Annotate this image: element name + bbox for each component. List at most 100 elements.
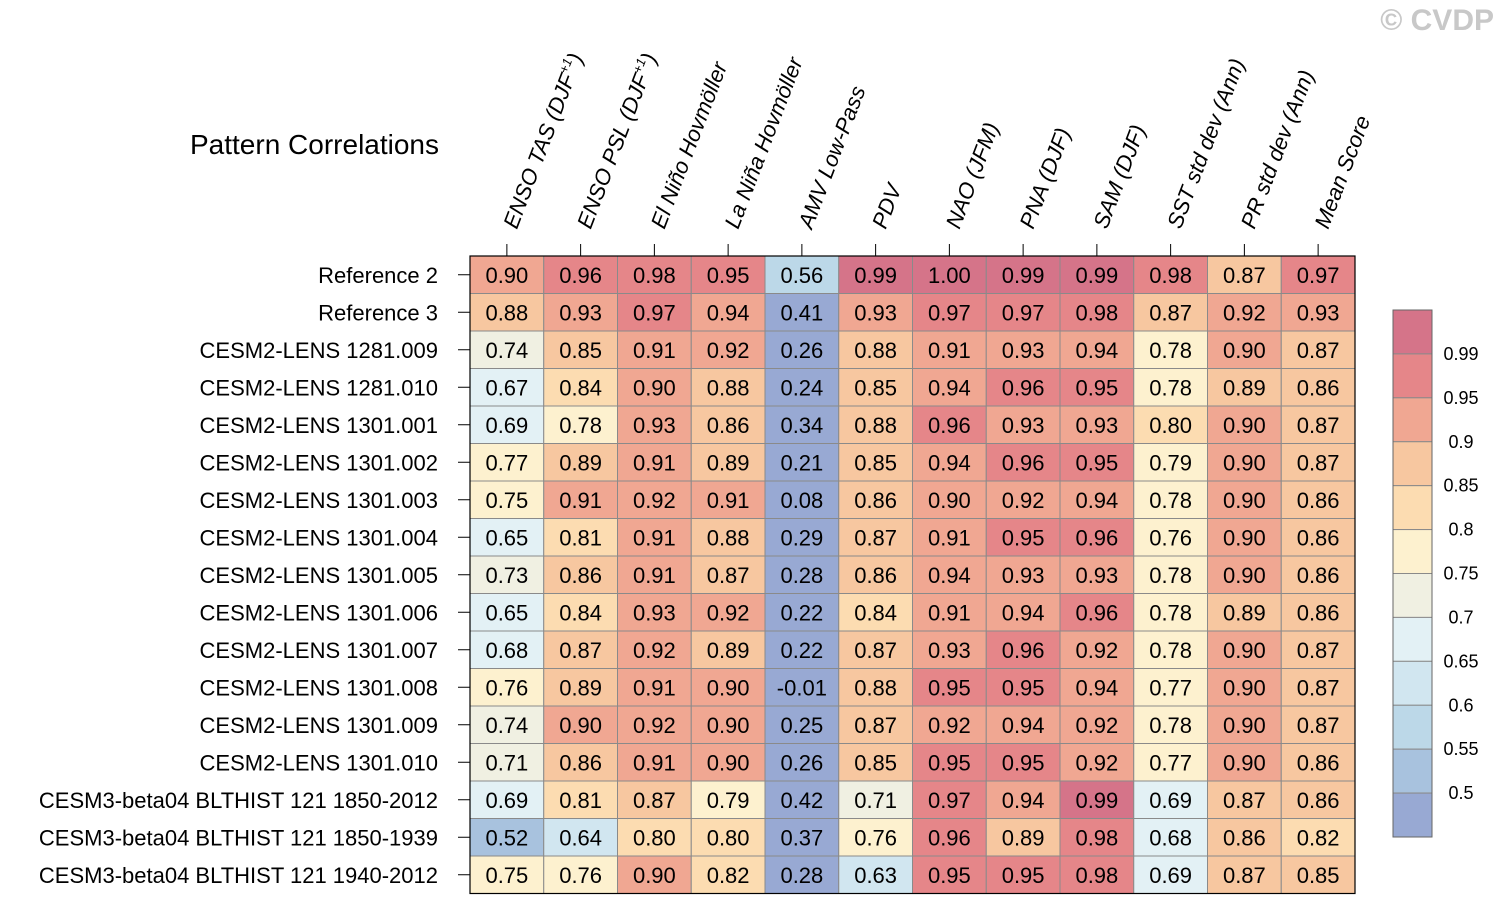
colorbar-bin	[1392, 792, 1433, 838]
cell-value: 0.95	[928, 675, 971, 700]
heatmap-cell	[543, 330, 618, 369]
heatmap-cell	[690, 743, 766, 782]
cell-value: 0.56	[780, 263, 823, 288]
heatmap-cell	[617, 518, 692, 557]
cell-value: 0.87	[1297, 338, 1340, 363]
cell-value: 0.95	[1002, 863, 1045, 888]
cell-value: 0.76	[854, 825, 897, 850]
cell-value: 0.96	[559, 263, 602, 288]
cell-value: 0.25	[780, 713, 823, 738]
cell-value: 0.73	[485, 563, 528, 588]
cell-value: 0.90	[1223, 338, 1266, 363]
heatmap-cell	[1207, 818, 1282, 857]
cell-value: 0.86	[854, 488, 897, 513]
cell-value: -0.01	[777, 675, 827, 700]
cell-value: 0.98	[1075, 300, 1118, 325]
column-label: SST std dev (Ann)	[1162, 55, 1250, 232]
cell-value: 0.87	[707, 563, 750, 588]
colorbar-bin	[1392, 397, 1433, 443]
heatmap-cell	[1059, 443, 1135, 482]
cell-value: 0.92	[707, 600, 750, 625]
cell-value: 0.93	[1002, 563, 1045, 588]
cell-value: 0.22	[780, 638, 823, 663]
cell-value: 0.28	[780, 563, 823, 588]
heatmap-cell	[912, 705, 987, 744]
cell-value: 0.86	[1297, 788, 1340, 813]
column-label: SAM (DJF)	[1088, 121, 1150, 232]
heatmap-cell	[617, 705, 692, 744]
heatmap-cell	[764, 668, 840, 707]
cell-value: 0.87	[854, 713, 897, 738]
heatmap-cell	[690, 255, 766, 294]
cell-value: 0.87	[1297, 675, 1340, 700]
heatmap-cell	[690, 855, 766, 894]
cell-value: 0.98	[633, 263, 676, 288]
cell-value: 0.85	[854, 450, 897, 475]
heatmap-cell	[690, 518, 766, 557]
cell-value: 0.91	[928, 525, 971, 550]
heatmap-cell	[1280, 855, 1356, 894]
cell-value: 0.86	[1223, 825, 1266, 850]
heatmap-cell	[1280, 593, 1356, 632]
cell-value: 0.64	[559, 825, 602, 850]
heatmap-cell	[1133, 668, 1208, 707]
cell-value: 0.84	[854, 600, 897, 625]
heatmap-cell	[690, 630, 766, 669]
row-label: CESM2-LENS 1301.007	[200, 638, 438, 663]
colorbar-bin	[1392, 353, 1433, 399]
cell-value: 0.86	[1297, 563, 1340, 588]
cell-value: 0.97	[633, 300, 676, 325]
cell-value: 0.90	[485, 263, 528, 288]
cell-value: 0.89	[1002, 825, 1045, 850]
heatmap-cell	[469, 593, 545, 632]
cell-value: 0.88	[854, 413, 897, 438]
cell-value: 0.85	[559, 338, 602, 363]
heatmap-cell	[543, 705, 618, 744]
heatmap-cell	[985, 255, 1061, 294]
cell-value: 0.89	[1223, 600, 1266, 625]
colorbar-bin	[1392, 660, 1433, 706]
cell-value: 0.91	[633, 525, 676, 550]
cell-value: 0.92	[633, 638, 676, 663]
cell-value: 0.91	[928, 338, 971, 363]
cell-value: 0.74	[485, 338, 528, 363]
cell-value: 0.94	[1002, 788, 1045, 813]
colorbar-bin	[1392, 485, 1433, 531]
cell-value: 0.93	[1002, 413, 1045, 438]
cell-value: 0.91	[559, 488, 602, 513]
cell-value: 0.90	[1223, 638, 1266, 663]
heatmap-cell	[1207, 255, 1282, 294]
heatmap-cell	[985, 405, 1061, 444]
cell-value: 0.88	[707, 375, 750, 400]
cell-value: 0.91	[928, 600, 971, 625]
column-label: NAO (JFM)	[941, 119, 1004, 232]
heatmap-cell	[469, 743, 545, 782]
cell-value: 0.87	[1297, 450, 1340, 475]
heatmap-cell	[469, 368, 545, 407]
cell-value: 0.68	[1149, 825, 1192, 850]
cell-value: 0.94	[707, 300, 750, 325]
cell-value: 0.96	[928, 825, 971, 850]
row-label: CESM2-LENS 1281.010	[200, 375, 438, 400]
heatmap-cell	[469, 405, 545, 444]
cell-value: 0.84	[559, 600, 602, 625]
cell-value: 0.86	[1297, 600, 1340, 625]
colorbar-label: 0.55	[1443, 739, 1478, 759]
cell-value: 0.89	[559, 450, 602, 475]
heatmap-cell	[985, 818, 1061, 857]
heatmap-cell	[764, 293, 840, 332]
heatmap-cell	[1059, 593, 1135, 632]
column-label: ENSO TAS (DJF+1)	[497, 49, 588, 232]
row-label: CESM2-LENS 1281.009	[200, 338, 438, 363]
heatmap-cell	[690, 705, 766, 744]
heatmap-cell	[912, 630, 987, 669]
heatmap-cell	[838, 480, 913, 519]
heatmap-cell	[617, 368, 692, 407]
heatmap-cell	[1207, 330, 1282, 369]
heatmap-cell	[838, 780, 913, 819]
heatmap-cell	[617, 818, 692, 857]
colorbar-frame	[1392, 309, 1433, 838]
heatmap-cell	[690, 780, 766, 819]
cell-value: 0.95	[707, 263, 750, 288]
cell-value: 0.87	[1297, 638, 1340, 663]
